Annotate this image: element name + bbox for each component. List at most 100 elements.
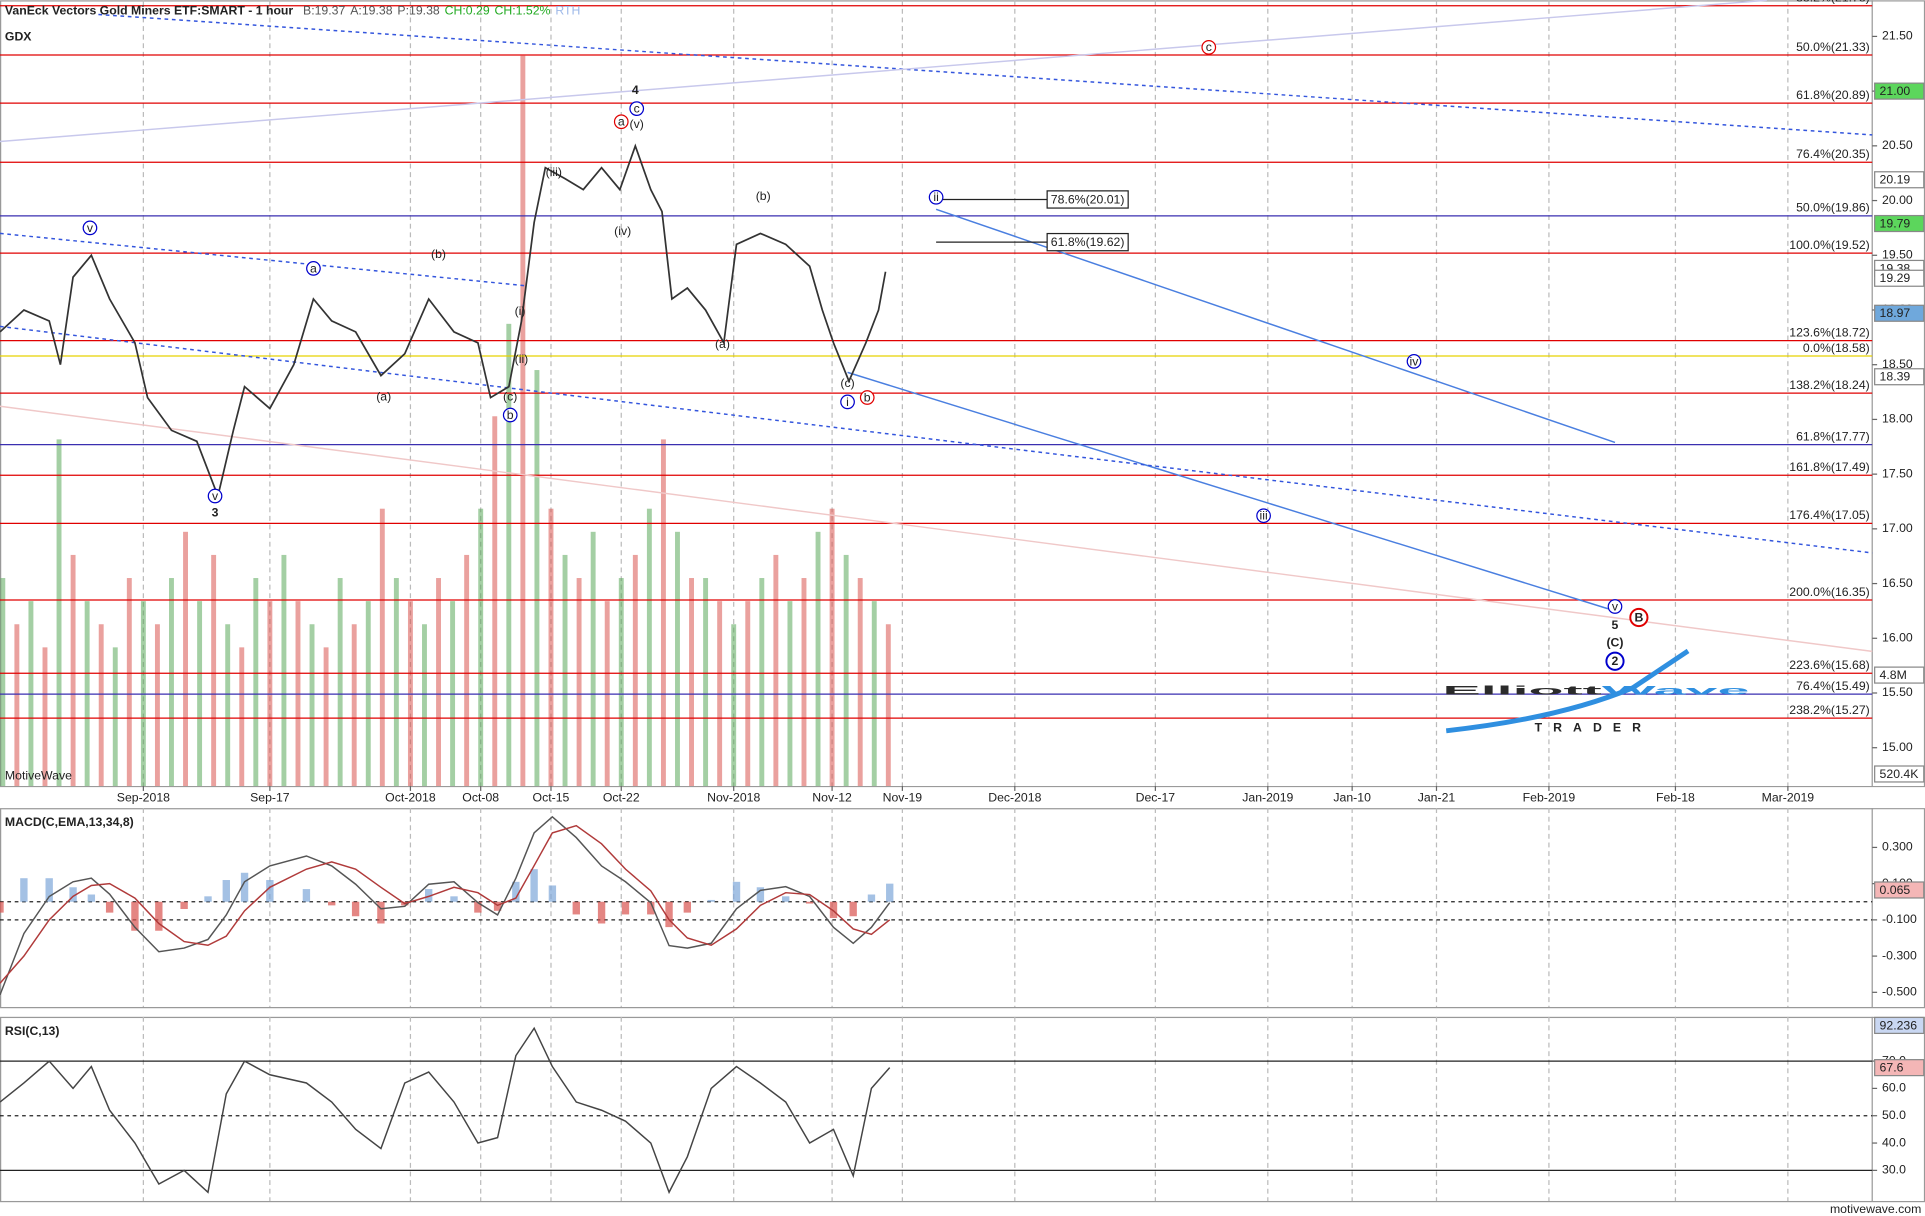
wave-circle: [613, 114, 629, 130]
header: VanEck Vectors Gold Miners ETF:SMART - 1…: [5, 4, 580, 18]
histogram-bar: [425, 889, 433, 902]
wave-label: (a): [376, 389, 391, 403]
fib-label: 138.2%(18.24): [1789, 378, 1869, 392]
fib-label: 50.0%(21.33): [1796, 40, 1870, 54]
wave-circle: [1629, 607, 1649, 628]
volume-bar: [464, 554, 470, 787]
fib-label: 100.0%(19.52): [1789, 238, 1869, 252]
wave-label: (c): [840, 376, 854, 390]
axis-marker: [1874, 269, 1925, 287]
wave-circle: [207, 488, 223, 504]
volume-bar: [675, 531, 680, 787]
axis-marker-label: 92.236: [1880, 1018, 1918, 1032]
fib-label: 76.4%(15.49): [1796, 679, 1870, 693]
axis-marker-label: 19.29: [1880, 271, 1911, 285]
y-tick-label: 16.50: [1882, 576, 1913, 590]
volume-bar: [225, 624, 231, 787]
fib-label: 38.2%(21.78): [1796, 0, 1870, 5]
trendline: [0, 405, 1873, 653]
volume-bar: [183, 531, 188, 787]
y-tick-label: -0.500: [1882, 985, 1917, 999]
histogram-bar: [222, 880, 230, 902]
histogram-bar: [302, 889, 311, 902]
histogram-bar: [87, 894, 96, 902]
volume-bar: [857, 578, 863, 787]
wave-label: iii: [1260, 509, 1268, 523]
histogram-bar: [849, 901, 857, 917]
wave-label: i: [846, 395, 849, 409]
axis-marker-label: 4.8M: [1880, 668, 1907, 682]
wave-label: (iii): [546, 165, 562, 179]
wave-circle: [1406, 354, 1422, 369]
histogram-bar: [450, 896, 458, 902]
volume-bar: [436, 578, 441, 787]
volume-bar: [829, 508, 835, 787]
histogram-bar: [621, 901, 630, 915]
panel-frame: [0, 1016, 1925, 1203]
x-tick-label: Oct-08: [462, 791, 499, 805]
volume-bar: [689, 578, 694, 787]
target-box: [1046, 232, 1129, 252]
x-tick-label: Nov-12: [812, 791, 852, 805]
fib-label: 161.8%(17.49): [1789, 460, 1869, 474]
axis-marker-label: 18.97: [1880, 306, 1911, 320]
wave-label: B: [1634, 610, 1643, 624]
wave-circle: [1607, 599, 1623, 614]
axis-band: [1873, 809, 1924, 1007]
wave-label: b: [507, 408, 514, 422]
wave-circle: [306, 261, 321, 276]
histogram-bar: [707, 899, 715, 902]
x-tick-label: Feb-18: [1656, 791, 1695, 805]
histogram-bar: [683, 901, 692, 913]
histogram-bar: [530, 869, 538, 902]
symbol: GDX: [5, 29, 32, 43]
target-box: [1046, 190, 1129, 209]
wave-circle: [1201, 39, 1217, 55]
macd-line: [0, 815, 891, 996]
histogram-bar: [732, 881, 741, 902]
wave-label: (iv): [614, 224, 631, 238]
volume-bar: [646, 508, 652, 787]
wave-label: (i): [515, 304, 526, 318]
fib-label: 61.8%(17.77): [1796, 429, 1870, 443]
y-tick-label: 15.50: [1882, 685, 1913, 699]
y-tick-label: 17.00: [1882, 521, 1913, 535]
volume-bar: [379, 508, 385, 787]
histogram-bar: [493, 901, 502, 911]
axis-marker: [1874, 1059, 1925, 1077]
axis-marker: [1874, 666, 1925, 684]
histogram-bar: [867, 894, 876, 902]
histogram-bar: [328, 901, 336, 906]
wave-label: 3: [212, 505, 219, 519]
wave-label: (C): [1606, 636, 1623, 650]
axis-marker: [1874, 304, 1925, 322]
volume-bar: [548, 508, 554, 787]
volume-bar: [815, 531, 821, 787]
volume-bar: [632, 554, 638, 787]
histogram-bar: [45, 878, 53, 902]
trendline: [0, 325, 1873, 554]
axis-marker-label: 520.4K: [1880, 767, 1920, 781]
histogram-bar: [756, 887, 765, 902]
volume-bar: [562, 554, 568, 787]
fib-label: 50.0%(19.86): [1796, 201, 1870, 215]
volume-bar: [56, 439, 62, 787]
volume-bar: [309, 624, 315, 787]
histogram-bar: [240, 872, 249, 902]
wave-label: 4: [632, 83, 639, 97]
volume-bar: [393, 578, 399, 787]
axis-marker: [1874, 171, 1925, 189]
price-line: [0, 143, 887, 499]
y-tick-label: 60.0: [1882, 1081, 1906, 1095]
volume-bar: [520, 55, 526, 787]
source: motivewave.com: [1830, 1202, 1921, 1216]
y-tick-label: 18.50: [1882, 357, 1913, 371]
wave-label: (b): [431, 247, 446, 261]
trendline: [0, 0, 1767, 143]
x-axis-band: [0, 787, 1925, 807]
volume-bar: [42, 647, 48, 787]
x-tick-label: Oct-2018: [385, 791, 436, 805]
trendline: [98, 13, 1873, 136]
wave-label: 2: [1612, 654, 1619, 668]
